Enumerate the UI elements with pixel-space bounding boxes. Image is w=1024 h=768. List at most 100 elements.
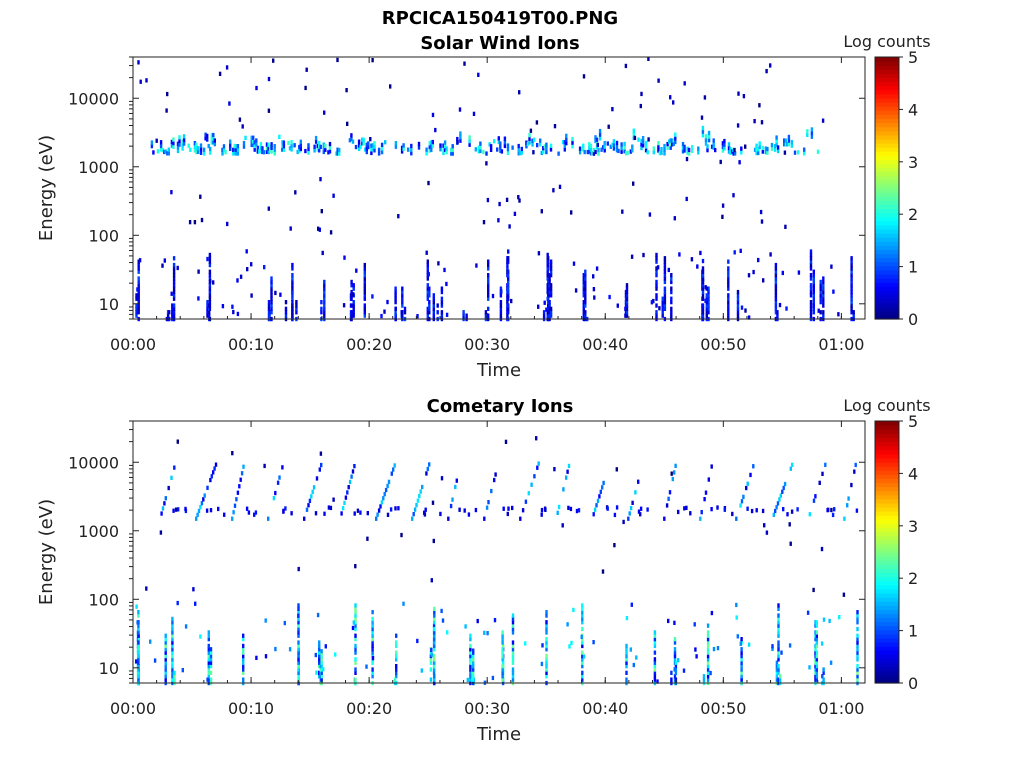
- heatmap-cell: [433, 637, 436, 642]
- heatmap-cell: [535, 120, 539, 125]
- heatmap-cell: [282, 147, 286, 152]
- heatmap-cell: [706, 633, 710, 638]
- heatmap-cell: [657, 78, 660, 83]
- heatmap-cell: [235, 151, 238, 156]
- heatmap-cell: [324, 147, 327, 152]
- heatmap-cell: [472, 670, 475, 675]
- heatmap-cell: [850, 283, 853, 288]
- heatmap-cell: [267, 303, 271, 308]
- heatmap-cell: [553, 467, 556, 472]
- heatmap-cell: [584, 313, 587, 318]
- heatmap-cell: [209, 278, 212, 284]
- heatmap-cell: [363, 313, 366, 318]
- heatmap-cell: [503, 140, 507, 145]
- heatmap-cell: [353, 464, 356, 469]
- heatmap-cell: [442, 150, 445, 156]
- heatmap-cell: [706, 667, 710, 672]
- heatmap-cell: [394, 306, 397, 311]
- colorbar-segment: [875, 81, 899, 87]
- colorbar-segment: [875, 658, 899, 664]
- heatmap-cell: [625, 296, 629, 301]
- heatmap-cell: [815, 633, 818, 638]
- heatmap-cell: [625, 283, 629, 288]
- heatmap-cell: [784, 142, 787, 147]
- heatmap-cell: [547, 300, 550, 305]
- heatmap-cell: [584, 293, 587, 298]
- heatmap-cell: [171, 616, 174, 622]
- heatmap-cell: [507, 293, 510, 298]
- heatmap-cell: [777, 623, 780, 628]
- heatmap-cell: [482, 149, 485, 155]
- heatmap-cell: [583, 149, 586, 155]
- heatmap-cell: [777, 626, 780, 632]
- heatmap-cell: [548, 293, 551, 298]
- heatmap-cell: [548, 303, 551, 308]
- heatmap-cell: [511, 674, 515, 679]
- heatmap-cell: [791, 462, 794, 467]
- heatmap-cell: [487, 306, 490, 311]
- heatmap-cell: [501, 657, 504, 662]
- heatmap-cell: [440, 608, 443, 614]
- cometary-axis-ticks: 00:00 00:10 00:20 00:30 00:40 00:50 01:0010100…: [68, 420, 866, 718]
- heatmap-cell: [307, 146, 310, 152]
- heatmap-cell: [316, 147, 319, 152]
- heatmap-cell: [809, 266, 813, 271]
- heatmap-cell: [236, 151, 240, 156]
- heatmap-cell: [451, 151, 454, 156]
- heatmap-cell: [653, 677, 657, 682]
- heatmap-cell: [507, 310, 510, 315]
- heatmap-cell: [284, 310, 288, 315]
- heatmap-cell: [317, 226, 320, 231]
- heatmap-cell: [545, 307, 548, 312]
- heatmap-cell: [821, 118, 825, 123]
- heatmap-cell: [291, 300, 294, 305]
- heatmap-cell: [160, 511, 163, 516]
- heatmap-cell: [426, 310, 429, 315]
- heatmap-cell: [558, 184, 562, 189]
- heatmap-cell: [207, 143, 210, 149]
- heatmap-cell: [814, 670, 817, 675]
- heatmap-cell: [363, 266, 366, 271]
- heatmap-cell: [255, 142, 258, 147]
- heatmap-cell: [135, 306, 138, 311]
- colorbar-segment: [875, 269, 899, 275]
- heatmap-cell: [345, 88, 348, 93]
- heatmap-cell: [267, 76, 271, 82]
- heatmap-cell: [625, 660, 628, 665]
- heatmap-cell: [625, 151, 628, 156]
- heatmap-cell: [582, 303, 585, 308]
- heatmap-cell: [161, 148, 164, 153]
- cometary-colorbar-title: Log counts: [843, 396, 930, 415]
- colorbar-tick-label: 0: [908, 674, 918, 693]
- heatmap-cell: [673, 470, 676, 475]
- heatmap-cell: [297, 620, 300, 625]
- heatmap-cell: [608, 294, 611, 300]
- heatmap-cell: [281, 147, 284, 152]
- heatmap-cell: [727, 279, 730, 285]
- heatmap-cell: [669, 138, 672, 143]
- heatmap-cell: [615, 148, 619, 153]
- heatmap-cell: [172, 137, 175, 142]
- heatmap-cell: [687, 151, 691, 156]
- heatmap-cell: [318, 643, 321, 649]
- heatmap-cell: [423, 512, 427, 517]
- heatmap-cell: [755, 147, 758, 152]
- colorbar-segment: [875, 678, 899, 684]
- heatmap-cell: [632, 181, 635, 186]
- colorbar-segment: [875, 159, 899, 165]
- heatmap-cell: [761, 149, 764, 154]
- heatmap-cell: [222, 144, 226, 149]
- heatmap-cell: [395, 643, 398, 649]
- heatmap-cell: [762, 278, 765, 283]
- heatmap-cell: [705, 293, 708, 298]
- heatmap-cell: [164, 657, 167, 662]
- colorbar-segment: [875, 73, 899, 79]
- heatmap-cell: [171, 633, 174, 638]
- heatmap-cell: [274, 490, 277, 496]
- heatmap-cell: [545, 657, 548, 662]
- heatmap-cell: [706, 670, 710, 675]
- heatmap-cell: [413, 507, 417, 512]
- heatmap-cell: [706, 643, 710, 649]
- heatmap-cell: [853, 469, 856, 474]
- heatmap-cell: [589, 151, 593, 156]
